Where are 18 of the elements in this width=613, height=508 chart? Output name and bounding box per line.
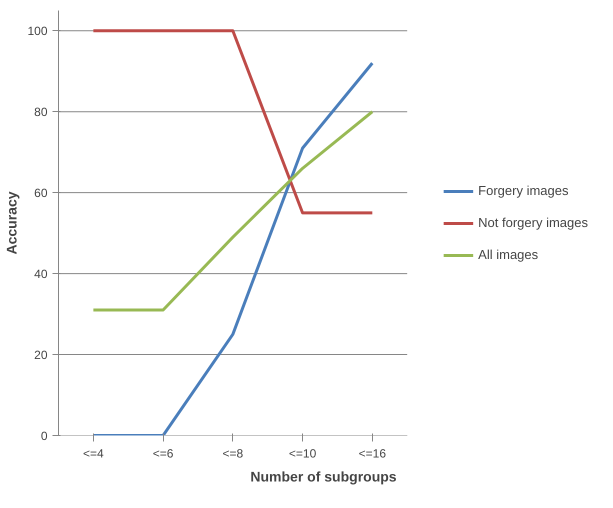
x-tick-label: <=8: [222, 446, 244, 460]
x-tick-label: <=6: [152, 446, 174, 460]
x-tick-label: <=10: [288, 446, 317, 460]
x-tick-label: <=4: [83, 446, 104, 460]
legend-label: Not forgery images: [478, 215, 588, 230]
y-tick-label: 100: [27, 24, 48, 38]
y-tick-label: 80: [34, 105, 48, 120]
x-tick-label: <=16: [358, 446, 386, 460]
y-axis-title: Accuracy: [3, 191, 20, 255]
y-tick-label: 0: [40, 429, 48, 443]
line-series: [92, 62, 374, 436]
y-tick-label: 60: [34, 186, 48, 200]
line-series: [92, 110, 374, 312]
legend-label: All images: [478, 247, 538, 262]
y-tick-label: 40: [34, 267, 48, 282]
x-axis-title: Number of subgroups: [250, 468, 397, 484]
y-tick-label: 20: [34, 348, 48, 362]
legend-label: Forgery images: [478, 183, 568, 198]
